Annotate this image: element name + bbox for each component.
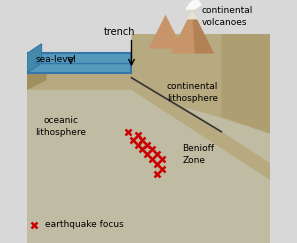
Polygon shape [27, 63, 46, 90]
Polygon shape [132, 34, 270, 134]
Polygon shape [27, 73, 270, 180]
Polygon shape [186, 10, 198, 19]
Polygon shape [185, 0, 202, 10]
Text: Benioff
Zone: Benioff Zone [183, 144, 215, 165]
Text: oceanic
lithosphere: oceanic lithosphere [36, 116, 86, 137]
Polygon shape [170, 10, 214, 53]
Text: continental
volcanoes: continental volcanoes [202, 6, 253, 27]
Text: continental
lithosphere: continental lithosphere [167, 82, 218, 103]
Polygon shape [148, 15, 183, 49]
Text: earthquake focus: earthquake focus [45, 220, 124, 229]
Polygon shape [27, 44, 42, 73]
Polygon shape [221, 34, 270, 134]
Text: trench: trench [104, 26, 135, 37]
Polygon shape [192, 10, 214, 53]
Polygon shape [27, 53, 132, 73]
Polygon shape [27, 73, 270, 243]
Text: sea-level: sea-level [36, 55, 76, 64]
